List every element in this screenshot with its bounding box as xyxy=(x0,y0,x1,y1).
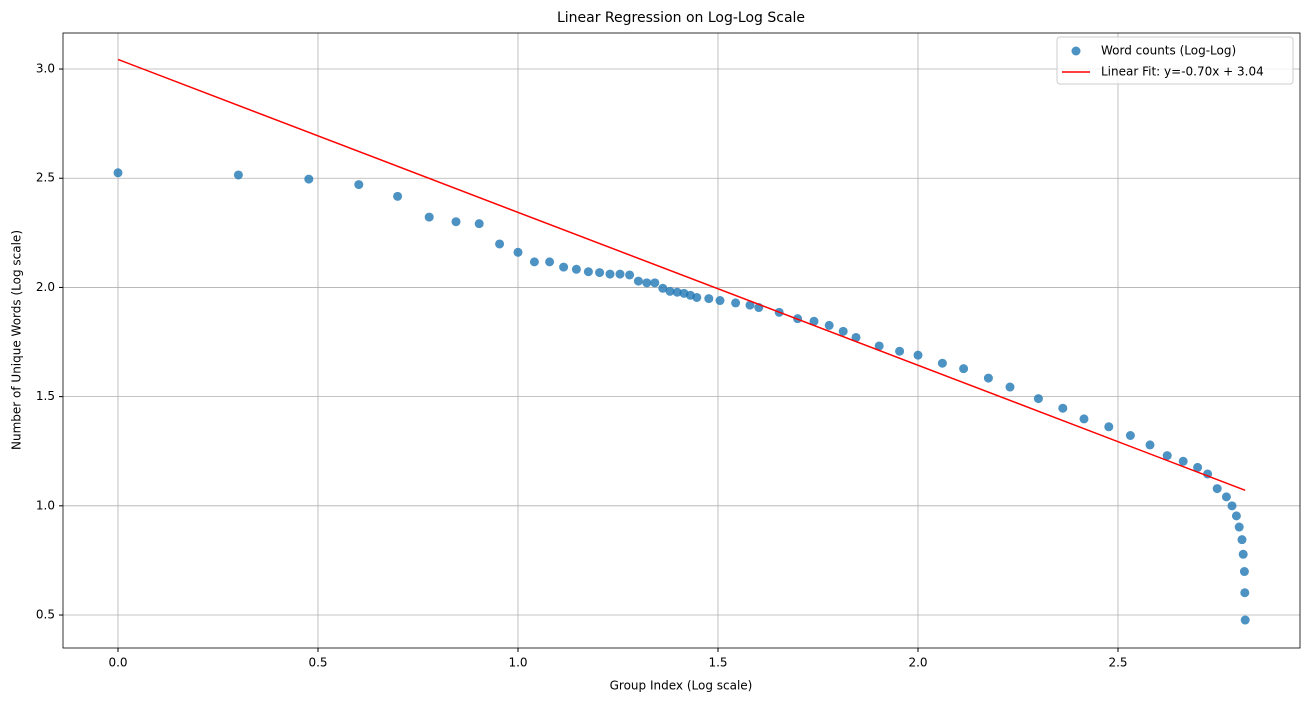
legend-label: Word counts (Log-Log) xyxy=(1101,44,1236,58)
scatter-point xyxy=(304,174,314,184)
scatter-point xyxy=(1237,535,1247,545)
legend-box xyxy=(1056,36,1294,85)
scatter-point xyxy=(1058,403,1068,413)
scatter-point xyxy=(665,286,675,296)
scatter-point xyxy=(625,270,635,280)
scatter-point xyxy=(529,257,539,267)
legend-marker xyxy=(1071,46,1081,56)
plot-frame xyxy=(62,32,1301,649)
fit-line xyxy=(117,58,1246,492)
scatter-point xyxy=(824,320,834,330)
scatter-point xyxy=(113,168,123,178)
scatter-point xyxy=(1125,431,1135,441)
scatter-point xyxy=(937,358,947,368)
y-tick-label: 2.5 xyxy=(36,171,55,185)
scatter-point xyxy=(451,217,461,227)
scatter-point xyxy=(1212,484,1222,494)
scatter-point xyxy=(983,373,993,383)
y-tick-label: 2.0 xyxy=(36,280,55,294)
y-tick-label: 1.0 xyxy=(36,498,55,512)
scatter-point xyxy=(1221,492,1231,502)
scatter-point xyxy=(559,262,569,272)
scatter-point xyxy=(354,180,364,190)
scatter-point xyxy=(809,316,819,326)
x-tick-label: 1.5 xyxy=(708,656,727,670)
scatter-point xyxy=(1079,414,1089,424)
scatter-point xyxy=(474,219,484,229)
scatter-point xyxy=(692,292,702,302)
scatter-point xyxy=(495,239,505,249)
scatter-point xyxy=(895,346,905,356)
scatter-point xyxy=(545,257,555,267)
y-tick-label: 1.5 xyxy=(36,389,55,403)
scatter-point xyxy=(672,287,682,297)
chart-title: Linear Regression on Log-Log Scale xyxy=(557,10,805,26)
scatter-point xyxy=(1239,567,1249,577)
x-axis-label: Group Index (Log scale) xyxy=(610,679,753,693)
scatter-point xyxy=(615,269,625,279)
scatter-point xyxy=(851,332,861,342)
y-tick-label: 3.0 xyxy=(36,62,55,76)
scatter-point xyxy=(1231,511,1241,521)
legend-label: Linear Fit: y=-0.70x + 3.04 xyxy=(1101,65,1264,79)
scatter-point xyxy=(1033,394,1043,404)
scatter-point xyxy=(393,191,403,201)
scatter-point xyxy=(959,364,969,374)
x-tick-label: 2.5 xyxy=(1108,656,1127,670)
scatter-point xyxy=(650,278,660,288)
x-tick-label: 0.0 xyxy=(108,656,127,670)
scatter-point xyxy=(513,247,523,257)
scatter-point xyxy=(1240,588,1250,598)
scatter-point xyxy=(424,212,434,222)
scatter-point xyxy=(1234,522,1244,532)
scatter-point xyxy=(633,276,643,286)
scatter-point xyxy=(642,278,652,288)
scatter-point xyxy=(745,300,755,310)
y-axis-label: Number of Unique Words (Log scale) xyxy=(10,230,24,450)
y-tick-label: 0.5 xyxy=(36,608,55,622)
x-tick-label: 0.5 xyxy=(308,656,327,670)
scatter-point xyxy=(658,283,668,293)
scatter-point xyxy=(605,269,615,279)
scatter-point xyxy=(913,350,923,360)
scatter-point xyxy=(1178,456,1188,466)
scatter-point xyxy=(583,267,593,277)
scatter-point xyxy=(715,296,725,306)
x-tick-label: 1.0 xyxy=(508,656,527,670)
scatter-point xyxy=(1238,549,1248,559)
scatter-point xyxy=(1104,422,1114,432)
scatter-point xyxy=(874,341,884,351)
scatter-point xyxy=(1005,382,1015,392)
scatter-point xyxy=(838,326,848,336)
scatter-point xyxy=(1162,451,1172,461)
scatter-point xyxy=(1193,462,1203,472)
x-tick-label: 2.0 xyxy=(908,656,927,670)
scatter-point xyxy=(1240,615,1250,625)
scatter-point xyxy=(571,264,581,274)
scatter-point xyxy=(731,298,741,308)
scatter-point xyxy=(233,170,243,180)
scatter-point xyxy=(595,268,605,278)
scatter-point xyxy=(1145,440,1155,450)
scatter-point xyxy=(1227,501,1237,511)
scatter-point xyxy=(704,294,714,304)
